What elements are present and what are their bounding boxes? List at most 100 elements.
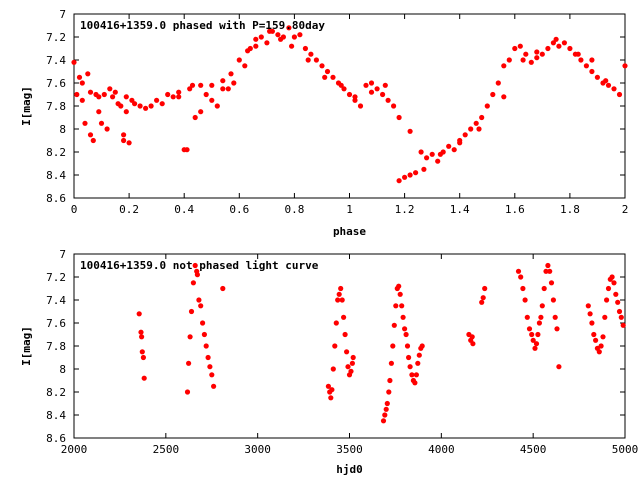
- data-point: [189, 82, 196, 88]
- data-point: [435, 158, 441, 164]
- x-tick-label: 0: [71, 203, 78, 216]
- data-point: [541, 285, 547, 292]
- data-point: [529, 331, 535, 338]
- data-point: [468, 126, 474, 132]
- data-point: [396, 178, 402, 184]
- data-point: [138, 329, 144, 335]
- data-point: [476, 126, 482, 132]
- data-point: [319, 63, 325, 69]
- data-point: [480, 295, 486, 301]
- data-point: [76, 74, 83, 80]
- data-point: [616, 308, 623, 315]
- data-point: [520, 57, 526, 63]
- data-point: [473, 120, 479, 126]
- data-point: [501, 94, 507, 100]
- data-point: [469, 334, 475, 340]
- data-point: [409, 372, 415, 378]
- data-point: [335, 297, 341, 303]
- data-point: [211, 383, 217, 389]
- data-point: [187, 334, 193, 340]
- data-point: [382, 412, 388, 418]
- data-point: [400, 314, 406, 320]
- data-point: [368, 80, 375, 86]
- data-point: [330, 366, 336, 372]
- data-point: [74, 91, 80, 98]
- data-point: [324, 68, 331, 75]
- data-point: [543, 268, 549, 274]
- y-tick-label: 8: [59, 123, 66, 136]
- data-point: [416, 352, 422, 358]
- data-point: [609, 274, 615, 280]
- data-point: [600, 334, 606, 340]
- y-axis-label: I[mag]: [20, 86, 33, 126]
- data-point: [328, 395, 334, 401]
- x-tick-label: 2000: [61, 443, 88, 456]
- data-point: [397, 291, 403, 297]
- y-tick-label: 8.4: [46, 169, 66, 182]
- data-point: [123, 109, 129, 115]
- data-point: [482, 285, 488, 292]
- data-point: [267, 28, 273, 34]
- data-point: [545, 45, 551, 52]
- data-point: [437, 151, 443, 157]
- data-point: [350, 354, 356, 361]
- x-tick-label: 0.6: [229, 203, 249, 216]
- data-point: [291, 34, 297, 40]
- y-tick-label: 7.2: [46, 271, 66, 284]
- data-point: [413, 170, 419, 176]
- data-point: [403, 331, 409, 338]
- data-point: [613, 291, 619, 297]
- y-tick-label: 8: [59, 363, 66, 376]
- data-point: [532, 345, 538, 351]
- data-point: [538, 314, 544, 320]
- data-point: [96, 109, 102, 115]
- data-point: [79, 80, 85, 86]
- data-point: [522, 297, 528, 303]
- data-point: [553, 36, 559, 42]
- data-point: [220, 78, 226, 84]
- data-point: [82, 120, 88, 126]
- data-point: [104, 126, 110, 132]
- data-point: [209, 97, 215, 103]
- data-point: [87, 89, 94, 95]
- data-point: [622, 63, 628, 69]
- y-tick-label: 8.6: [46, 432, 66, 445]
- y-tick-label: 7.6: [46, 77, 66, 90]
- data-point: [313, 57, 319, 63]
- data-point: [136, 311, 142, 317]
- data-point: [126, 140, 132, 146]
- data-point: [214, 103, 220, 109]
- x-axis-label: phase: [333, 225, 366, 238]
- data-point: [258, 34, 264, 40]
- data-point: [275, 32, 281, 38]
- data-point: [368, 89, 375, 95]
- data-point: [264, 40, 270, 46]
- data-point: [407, 364, 413, 370]
- data-point: [87, 132, 94, 138]
- data-point: [123, 94, 129, 100]
- data-point: [593, 337, 599, 343]
- data-point: [501, 63, 507, 69]
- data-point: [220, 86, 226, 92]
- data-point: [209, 372, 215, 378]
- data-point: [575, 51, 581, 57]
- data-point: [402, 174, 408, 180]
- x-tick-label: 4500: [520, 443, 547, 456]
- data-point: [176, 89, 182, 95]
- data-point: [349, 360, 355, 366]
- data-point: [85, 71, 91, 77]
- data-point: [396, 283, 402, 289]
- data-point: [602, 314, 608, 320]
- data-point: [207, 364, 213, 370]
- data-point: [330, 74, 336, 80]
- data-point: [190, 280, 196, 286]
- data-point: [176, 94, 182, 100]
- data-point: [396, 114, 402, 121]
- data-point: [479, 299, 485, 305]
- data-point: [530, 337, 536, 343]
- data-point: [196, 297, 202, 303]
- data-point: [341, 86, 347, 92]
- data-point: [484, 103, 490, 109]
- data-point: [552, 314, 558, 320]
